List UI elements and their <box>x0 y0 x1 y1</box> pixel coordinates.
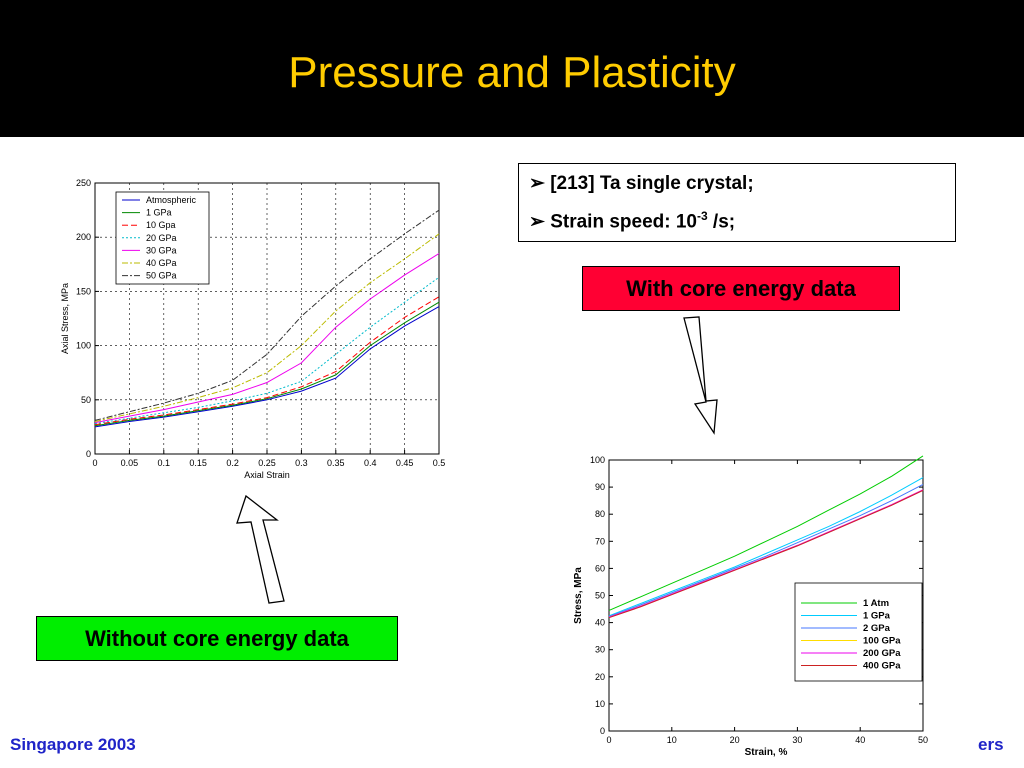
x-tick-label: 0.35 <box>327 458 345 468</box>
bullet-arrow-icon: ➢ <box>529 211 551 233</box>
y-axis-label: Axial Stress, MPa <box>60 283 70 354</box>
y-tick-label: 20 <box>595 672 605 682</box>
y-tick-label: 100 <box>76 341 91 351</box>
slide-title: Pressure and Plasticity <box>288 48 736 97</box>
legend-entry-1: 1 GPa <box>863 611 891 622</box>
legend-entry-3: 100 GPa <box>863 636 901 647</box>
y-tick-label: 100 <box>590 455 605 465</box>
x-tick-label: 50 <box>918 735 928 745</box>
bullet-arrow-icon: ➢ <box>529 173 551 194</box>
y-tick-label: 60 <box>595 563 605 573</box>
y-tick-label: 80 <box>595 509 605 519</box>
y-tick-label: 150 <box>76 286 91 296</box>
x-tick-label: 0 <box>92 458 97 468</box>
y-tick-label: 200 <box>76 232 91 242</box>
series-line-4 <box>94 253 440 424</box>
x-tick-label: 0.05 <box>121 458 139 468</box>
title-bar <box>0 0 1024 137</box>
legend-box <box>794 582 923 682</box>
y-tick-label: 250 <box>76 178 91 188</box>
info-text-speed-suffix: /s; <box>707 211 736 233</box>
x-tick-label: 0.1 <box>158 458 171 468</box>
info-line-1: ➢ [213] Ta single crystal; <box>529 172 945 195</box>
y-tick-label: 90 <box>595 482 605 492</box>
footer-right-text: ers <box>978 735 1004 754</box>
x-tick-label: 20 <box>730 735 740 745</box>
info-text-speed-exponent: -3 <box>696 209 708 223</box>
series-line-1 <box>94 301 440 427</box>
with-core-energy-label: With core energy data <box>582 266 900 311</box>
x-tick-label: 10 <box>667 735 677 745</box>
legend-entry-0: Atmospheric <box>146 195 197 205</box>
legend-entry-4: 200 GPa <box>863 648 901 659</box>
legend-entry-2: 2 GPa <box>863 623 891 634</box>
y-tick-label: 30 <box>595 645 605 655</box>
arrow-up-icon <box>236 495 285 604</box>
y-tick-label: 10 <box>595 699 605 709</box>
chart-without-core-energy: 0 0.05 0.1 0.15 0.2 0.25 0.3 0.35 0.4 0.45 0.5 0 50 1… <box>60 178 446 480</box>
footer-left-text: Singapore 2003 <box>10 735 136 754</box>
y-axis-label: Stress, MPa <box>573 567 584 624</box>
legend-entry-2: 10 Gpa <box>146 220 176 230</box>
legend-entry-0: 1 Atm <box>863 598 889 609</box>
series-line-5 <box>608 489 924 619</box>
x-tick-label: 0 <box>606 735 611 745</box>
series-line-6 <box>94 209 440 421</box>
info-line-2: ➢ Strain speed: 10-3 /s; <box>529 209 945 233</box>
legend-entry-6: 50 GPa <box>146 271 177 281</box>
chart-with-core-energy: 0 10 20 30 40 50 0 10 20 30 40 50 60 70 80 90 100 Strain,… <box>573 455 928 758</box>
series-line-0 <box>94 306 440 428</box>
y-tick-label: 50 <box>595 591 605 601</box>
legend-entry-5: 40 GPa <box>146 258 177 268</box>
legend-entry-3: 20 GPa <box>146 233 177 243</box>
series-line-2 <box>608 483 924 618</box>
x-axis-label: Strain, % <box>745 747 788 758</box>
legend-entry-5: 400 GPa <box>863 661 901 672</box>
info-text-speed-prefix: Strain speed: 10 <box>550 211 697 233</box>
x-tick-label: 0.5 <box>433 458 446 468</box>
y-tick-label: 0 <box>86 449 91 459</box>
legend-entry-1: 1 GPa <box>146 208 172 218</box>
y-tick-label: 70 <box>595 536 605 546</box>
without-core-energy-label: Without core energy data <box>36 616 398 661</box>
x-tick-label: 0.15 <box>189 458 207 468</box>
x-tick-label: 0.2 <box>226 458 239 468</box>
x-tick-label: 0.4 <box>364 458 377 468</box>
x-tick-label: 0.3 <box>295 458 308 468</box>
y-tick-label: 50 <box>81 395 91 405</box>
x-tick-label: 30 <box>792 735 802 745</box>
info-box: ➢ [213] Ta single crystal; ➢ Strain spee… <box>518 163 956 242</box>
info-text-crystal: [213] Ta single crystal; <box>550 173 754 194</box>
series-line-2 <box>94 296 440 426</box>
y-tick-label: 0 <box>600 726 605 736</box>
series-line-0 <box>608 455 924 611</box>
x-axis-label: Axial Strain <box>244 470 290 480</box>
x-tick-label: 40 <box>855 735 865 745</box>
series-line-1 <box>608 477 924 617</box>
legend-entry-4: 30 GPa <box>146 245 177 255</box>
x-tick-label: 0.25 <box>258 458 276 468</box>
arrow-down-icon <box>683 316 718 435</box>
y-tick-label: 40 <box>595 618 605 628</box>
series-line-3 <box>94 276 440 425</box>
x-tick-label: 0.45 <box>396 458 414 468</box>
